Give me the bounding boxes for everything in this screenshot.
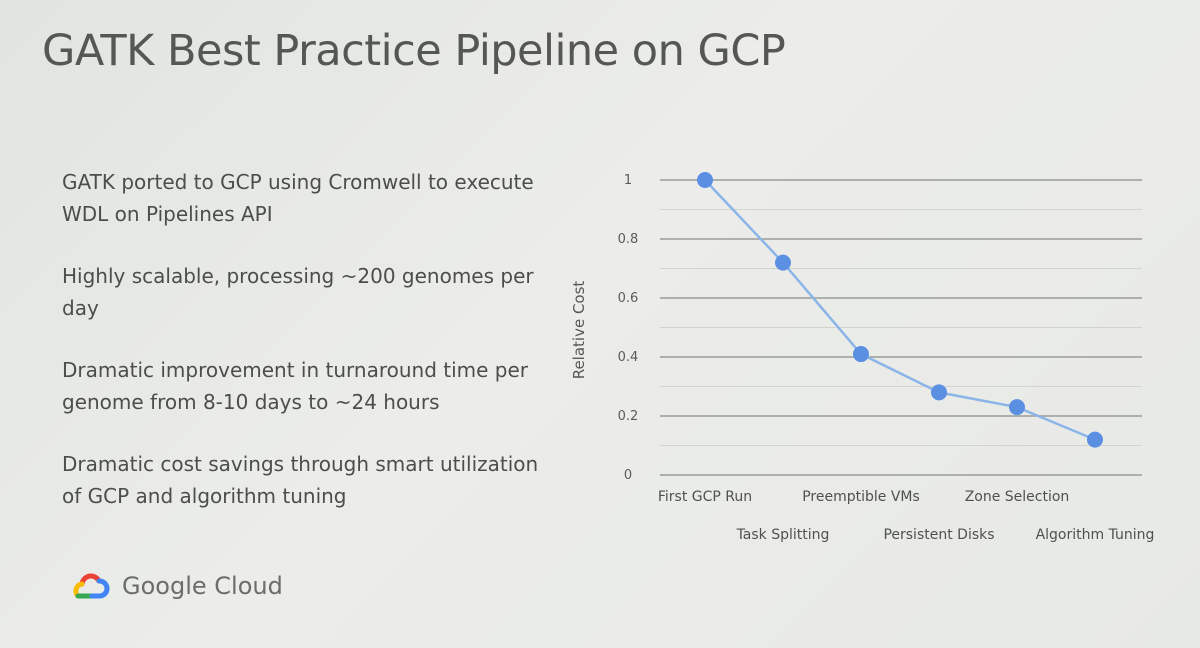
x-category-label: Preemptible VMs [802,489,920,505]
x-axis-labels: First GCP Run Task Splitting Preemptible V… [658,489,1155,543]
x-category-label: First GCP Run [658,489,752,505]
google-cloud-logo-icon [73,573,110,599]
x-category-label: Persistent Disks [883,527,994,543]
google-cloud-brand: Google Cloud [70,570,283,602]
y-axis-ticks: 0 0.2 0.4 0.6 0.8 1 [618,173,639,483]
y-axis-title: Relative Cost [570,281,588,380]
slide-title: GATK Best Practice Pipeline on GCP [42,26,786,76]
data-point [931,384,947,401]
x-category-label: Task Splitting [736,527,830,543]
y-tick-label: 0.8 [618,232,639,247]
y-tick-label: 0.2 [618,409,639,424]
brand-name: Google Cloud [122,572,283,600]
y-tick-label: 0.4 [618,350,639,365]
data-point [697,172,713,188]
data-point [775,254,791,271]
y-tick-label: 0.6 [618,291,639,306]
y-tick-label: 1 [624,173,632,188]
x-category-label: Algorithm Tuning [1036,527,1155,543]
data-point [1087,431,1103,448]
y-tick-label: 0 [624,468,632,483]
bullet-item: Highly scalable, processing ~200 genomes… [62,264,534,320]
bullet-item: Dramatic cost savings through smart util… [62,452,539,508]
bullet-item: GATK ported to GCP using Cromwell to exe… [62,170,534,226]
chart-grid [660,179,1142,476]
series-line [704,179,1096,441]
bullet-item: Dramatic improvement in turnaround time … [62,358,529,414]
data-point [853,346,869,363]
data-point [1009,399,1025,416]
x-category-label: Zone Selection [965,489,1070,505]
chart-series [697,172,1103,448]
bullet-list: GATK ported to GCP using Cromwell to exe… [62,166,562,542]
